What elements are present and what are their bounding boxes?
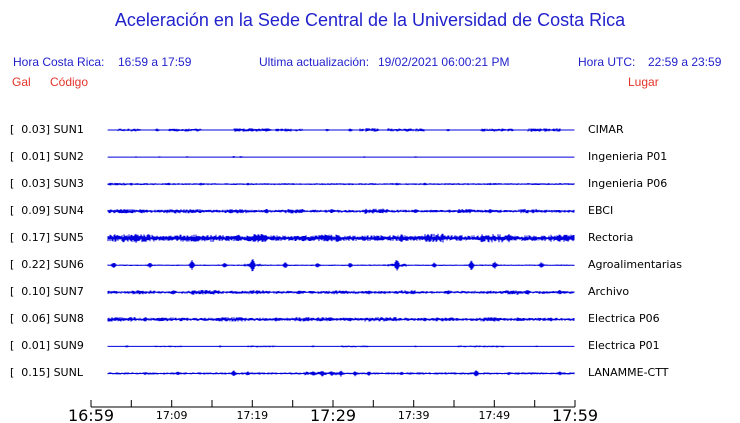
axis-tick-label-1659: 16:59 [68, 406, 114, 423]
axis-tick-label-1729: 17:29 [310, 406, 356, 423]
trace-SUN3 [107, 182, 575, 186]
trace-SUN1 [107, 128, 575, 132]
channel-label-SUN9: [ 0.01] SUN9 [10, 339, 84, 353]
channel-label-SUN1: [ 0.03] SUN1 [10, 123, 84, 136]
channel-label-SUN8: [ 0.06] SUN8 [10, 312, 84, 326]
channel-label-SUN3: [ 0.03] SUN3 [10, 177, 84, 191]
channel-place-SUN2: Ingenieria P01 [588, 150, 668, 164]
column-header-gal: Gal [12, 75, 31, 89]
trace-SUN4 [107, 208, 575, 214]
channel-place-SUN7: Archivo [588, 285, 630, 299]
trace-SUN7 [107, 290, 575, 295]
hora-cr-value: 16:59 a 17:59 [118, 55, 192, 69]
axis-tick-label-1719: 17:19 [236, 409, 268, 422]
hora-utc-value: 22:59 a 23:59 [648, 55, 722, 69]
channel-label-SUN2: [ 0.01] SUN2 [10, 150, 84, 164]
column-header-codigo: Código [50, 75, 89, 89]
channel-label-SUN6: [ 0.22] SUN6 [10, 258, 84, 272]
channel-place-SUN4: EBCI [588, 204, 614, 218]
trace-SUN6 [107, 259, 575, 272]
channel-label-SUN4: [ 0.09] SUN4 [10, 204, 84, 218]
channel-label-SUN5: [ 0.17] SUN5 [10, 231, 84, 245]
hora-utc-label: Hora UTC: [578, 55, 636, 69]
trace-SUN8 [107, 317, 575, 322]
channel-place-SUN3: Ingenieria P06 [588, 177, 668, 191]
update-label: Ultima actualización: [259, 55, 370, 69]
channel-place-SUNL: LANAMME-CTT [588, 366, 669, 380]
axis-tick-label-1709: 17:09 [156, 409, 188, 422]
trace-SUN2 [107, 156, 575, 158]
channel-place-SUN9: Electrica P01 [588, 339, 660, 353]
axis-tick-label-1739: 17:39 [398, 409, 430, 422]
axis-tick-label-1759: 17:59 [552, 406, 598, 423]
channel-place-SUN8: Electrica P06 [588, 312, 660, 326]
channel-place-SUN6: Agroalimentarias [588, 258, 682, 272]
channel-place-SUN5: Rectoria [588, 231, 634, 245]
time-axis: 16:59 17:09 17:19 17:29 17:39 17:49 17:59 [68, 400, 598, 423]
axis-line [90, 400, 576, 408]
channel-label-SUN7: [ 0.10] SUN7 [10, 285, 84, 299]
trace-SUNL [107, 370, 575, 377]
column-header-lugar: Lugar [628, 75, 659, 89]
hora-cr-label: Hora Costa Rica: [13, 55, 105, 69]
update-value: 19/02/2021 06:00:21 PM [378, 55, 510, 69]
trace-SUN5 [107, 233, 575, 243]
channel-label-SUNL: [ 0.15] SUNL [10, 366, 83, 380]
page-title: Aceleración en la Sede Central de la Uni… [114, 10, 626, 30]
trace-SUN9 [107, 345, 575, 348]
axis-tick-label-1749: 17:49 [478, 409, 510, 422]
channel-place-SUN1: CIMAR [588, 123, 624, 136]
